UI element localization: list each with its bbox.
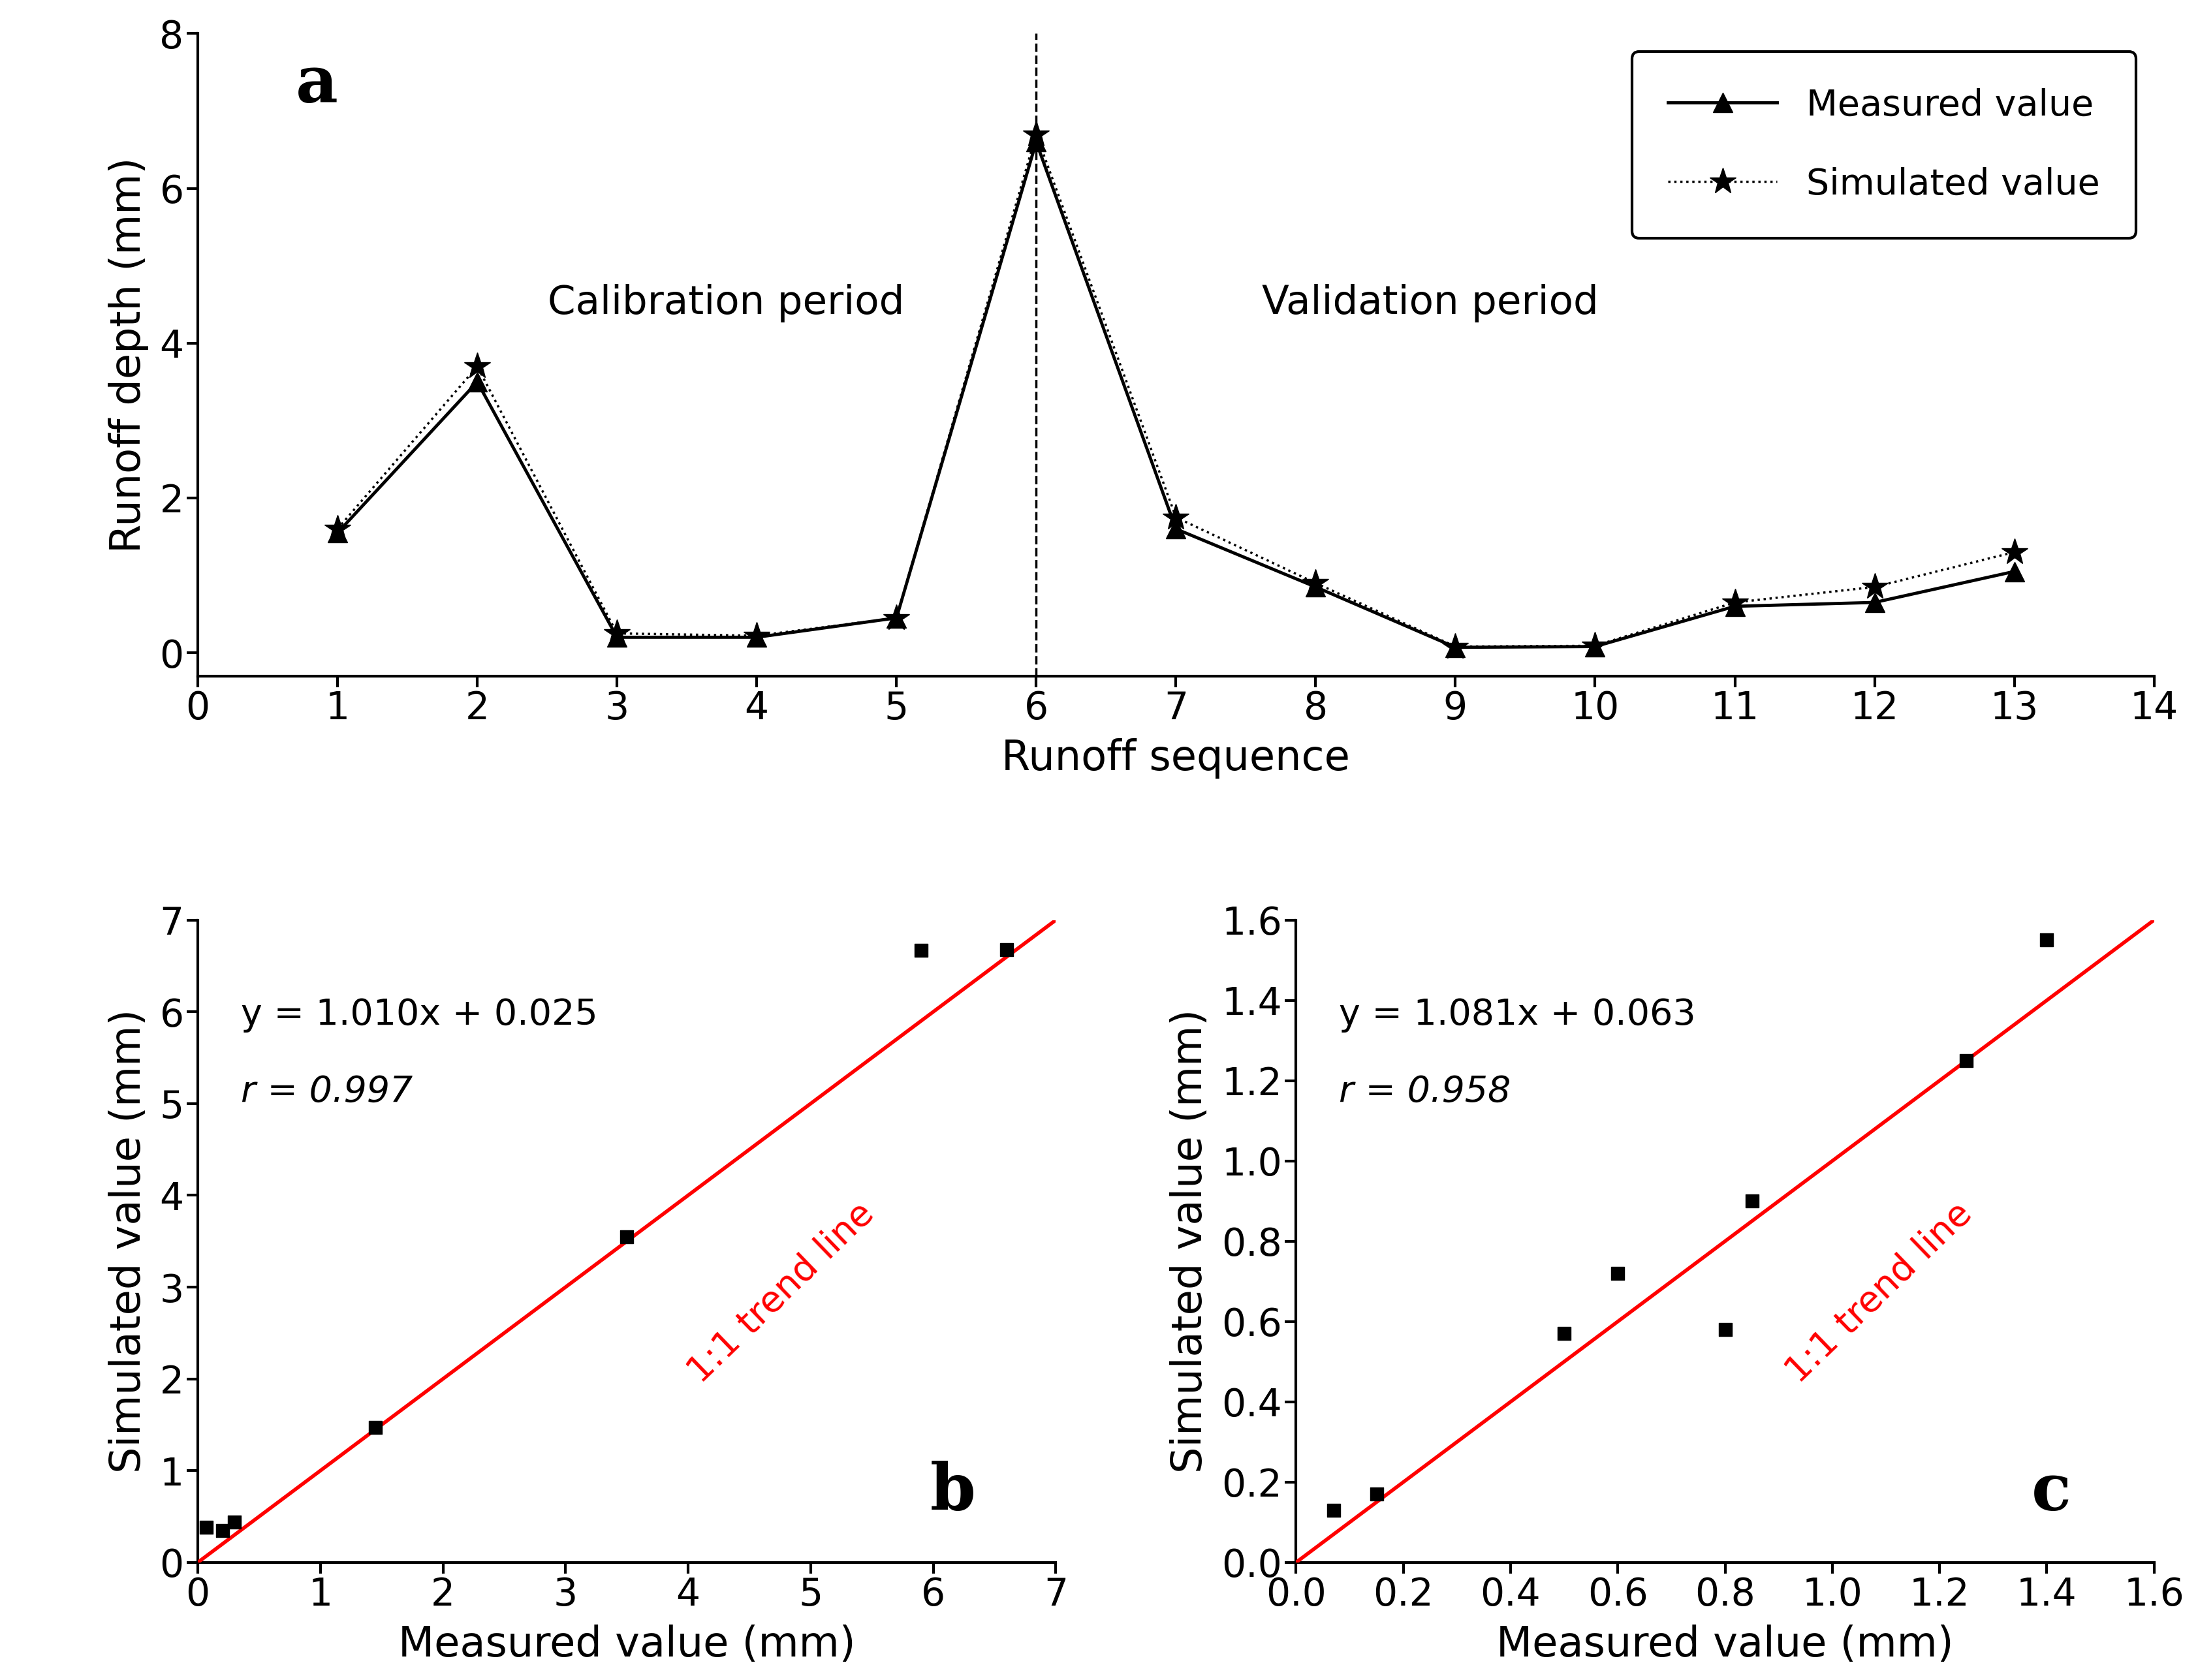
Point: [903, 937, 939, 964]
Text: Validation period: Validation period: [1262, 284, 1598, 323]
Line: Measured value: Measured value: [328, 133, 2024, 657]
Point: [189, 1514, 224, 1541]
Measured value: [604, 627, 631, 647]
Point: [1600, 1260, 1635, 1287]
Point: [2029, 927, 2064, 954]
Legend: Measured value, Simulated value: Measured value, Simulated value: [1631, 52, 2136, 239]
Point: [1317, 1497, 1352, 1524]
Measured value: [325, 522, 352, 543]
Point: [1547, 1320, 1583, 1347]
Simulated value: [1721, 593, 1747, 613]
Point: [609, 1223, 644, 1250]
Text: a: a: [295, 52, 338, 116]
Text: b: b: [930, 1460, 976, 1524]
Point: [358, 1415, 393, 1441]
Point: [1950, 1047, 1985, 1074]
X-axis label: Measured value (mm): Measured value (mm): [398, 1625, 855, 1665]
Simulated value: [2000, 543, 2027, 563]
Text: c: c: [2031, 1460, 2071, 1524]
Measured value: [464, 371, 490, 391]
Text: Calibration period: Calibration period: [547, 284, 903, 323]
Simulated value: [1303, 573, 1330, 593]
Measured value: [1022, 131, 1048, 151]
Simulated value: [604, 623, 631, 643]
Simulated value: [1163, 507, 1189, 528]
Y-axis label: Simulated value (mm): Simulated value (mm): [1169, 1010, 1211, 1473]
Simulated value: [1442, 637, 1468, 657]
X-axis label: Runoff sequence: Runoff sequence: [1002, 738, 1350, 778]
Measured value: [743, 627, 769, 647]
Simulated value: [464, 356, 490, 376]
Measured value: [1303, 576, 1330, 596]
Measured value: [884, 608, 910, 628]
Simulated value: [325, 519, 352, 539]
Measured value: [1721, 596, 1747, 617]
X-axis label: Measured value (mm): Measured value (mm): [1497, 1625, 1954, 1665]
Text: y = 1.010x + 0.025: y = 1.010x + 0.025: [242, 998, 598, 1033]
Simulated value: [743, 625, 769, 645]
Text: r = 0.997: r = 0.997: [242, 1074, 413, 1109]
Measured value: [2000, 561, 2027, 581]
Measured value: [1442, 637, 1468, 657]
Measured value: [1163, 519, 1189, 539]
Text: y = 1.081x + 0.063: y = 1.081x + 0.063: [1339, 998, 1697, 1033]
Y-axis label: Simulated value (mm): Simulated value (mm): [108, 1010, 149, 1473]
Point: [1708, 1315, 1743, 1342]
Point: [989, 936, 1024, 963]
Y-axis label: Runoff depth (mm): Runoff depth (mm): [108, 156, 149, 553]
Simulated value: [1583, 635, 1609, 655]
Point: [1734, 1188, 1769, 1215]
Line: Simulated value: Simulated value: [323, 121, 2029, 660]
Measured value: [1583, 637, 1609, 657]
Text: 1:1 trend line: 1:1 trend line: [1780, 1196, 1978, 1389]
Measured value: [1862, 593, 1888, 613]
Text: r = 0.958: r = 0.958: [1339, 1074, 1510, 1109]
Point: [1358, 1480, 1394, 1507]
Simulated value: [1862, 576, 1888, 596]
Simulated value: [884, 608, 910, 628]
Text: 1:1 trend line: 1:1 trend line: [681, 1196, 881, 1389]
Simulated value: [1022, 124, 1048, 144]
Point: [204, 1517, 240, 1544]
Point: [218, 1509, 253, 1536]
